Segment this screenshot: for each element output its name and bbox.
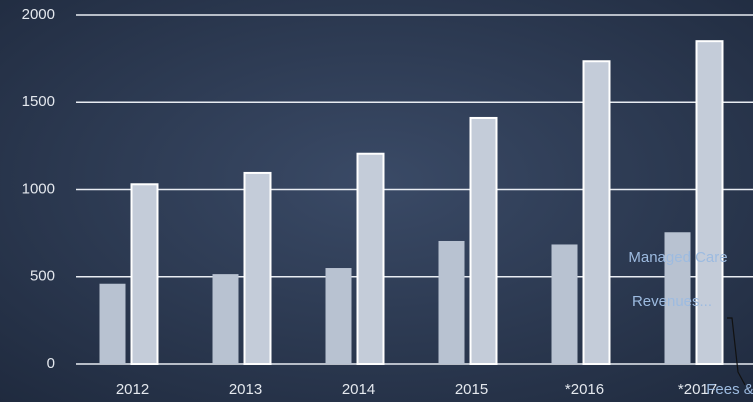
y-tick-label: 1000	[22, 180, 55, 197]
x-tick-label: 2015	[455, 381, 488, 398]
y-tick-label: 1500	[22, 93, 55, 110]
x-tick-label: *2016	[565, 381, 604, 398]
x-tick-label: 2014	[342, 381, 375, 398]
bar	[582, 60, 611, 366]
bar	[695, 40, 724, 366]
bar	[469, 116, 498, 365]
bar	[551, 244, 578, 364]
bar	[243, 171, 272, 365]
y-tick-label: 2000	[22, 6, 55, 23]
y-tick-label: 500	[30, 268, 55, 285]
x-tick-label: 2012	[116, 381, 149, 398]
y-tick-label: 0	[47, 355, 55, 372]
annotation: Fees &	[706, 381, 753, 398]
x-tick-label: *2017	[678, 381, 717, 398]
bar	[664, 232, 691, 364]
annotation: Revenues...	[632, 293, 712, 310]
leader-line	[727, 317, 746, 386]
bar	[356, 152, 385, 365]
bar	[438, 240, 465, 364]
bar	[130, 183, 159, 365]
bar	[212, 274, 239, 364]
bar	[99, 283, 126, 364]
annotation: Managed Care	[628, 249, 727, 266]
x-tick-label: 2013	[229, 381, 262, 398]
bar	[325, 268, 352, 364]
